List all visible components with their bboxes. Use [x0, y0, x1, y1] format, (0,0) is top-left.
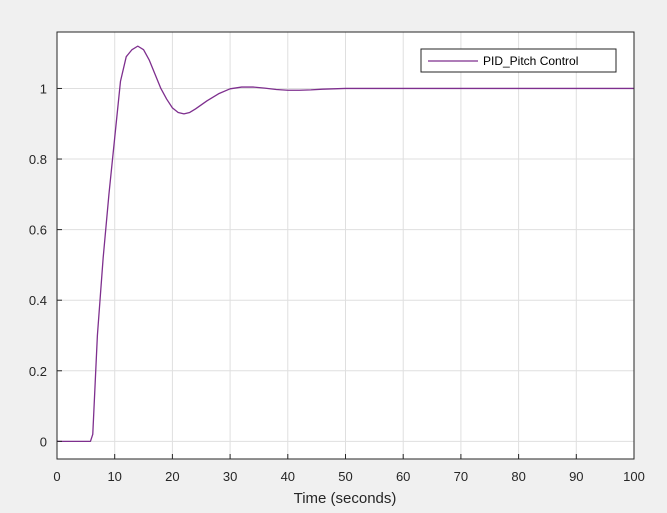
y-tick-label: 0.8 [29, 152, 47, 167]
x-tick-label: 90 [569, 469, 583, 484]
y-axis-ticks: 0 0.2 0.4 0.6 0.8 1 [29, 81, 62, 449]
y-tick-label: 1 [40, 81, 47, 96]
x-tick-label: 40 [281, 469, 295, 484]
x-tick-label: 10 [107, 469, 121, 484]
y-tick-label: 0.6 [29, 223, 47, 238]
series-line-pid-pitch-control [57, 45, 634, 443]
x-tick-label: 50 [338, 469, 352, 484]
y-tick-label: 0.4 [29, 293, 47, 308]
legend-box [420, 48, 617, 73]
x-tick-label: 70 [454, 469, 468, 484]
x-tick-label: 0 [53, 469, 60, 484]
x-axis-label: Time (seconds) [294, 490, 397, 507]
x-tick-label: 20 [165, 469, 179, 484]
x-tick-label: 60 [396, 469, 410, 484]
series-group [57, 45, 634, 443]
y-tick-label: 0 [40, 434, 47, 449]
x-tick-label: 80 [511, 469, 525, 484]
y-tick-label: 0.2 [29, 364, 47, 379]
x-axis-ticks: 0 10 20 30 40 50 60 70 80 90 100 [53, 454, 645, 484]
legend-entry: PID_Pitch Control [483, 54, 578, 68]
x-tick-label: 100 [623, 469, 645, 484]
x-tick-label: 30 [223, 469, 237, 484]
legend: PID_Pitch Control [420, 48, 617, 73]
